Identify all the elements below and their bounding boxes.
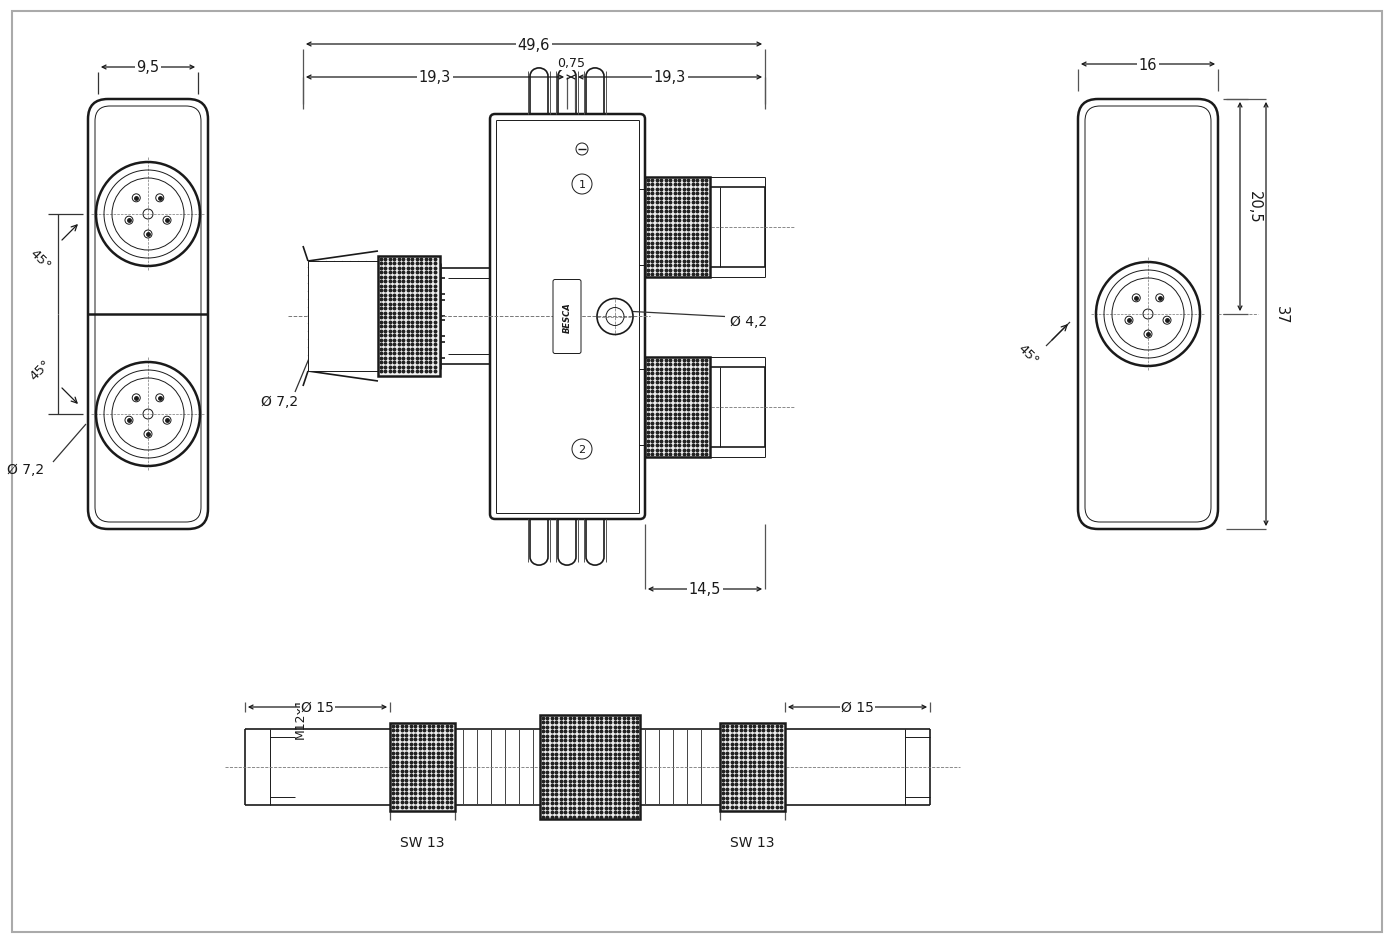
Text: BESCA: BESCA bbox=[563, 302, 572, 332]
FancyBboxPatch shape bbox=[88, 100, 208, 530]
Bar bbox=[645, 358, 710, 458]
Text: 0,75: 0,75 bbox=[558, 57, 585, 70]
Text: Ø 15: Ø 15 bbox=[841, 700, 874, 715]
Text: 20,5: 20,5 bbox=[1248, 191, 1262, 224]
FancyBboxPatch shape bbox=[491, 115, 645, 519]
Bar bbox=[539, 716, 640, 819]
Bar bbox=[308, 261, 381, 372]
Text: 37: 37 bbox=[1274, 306, 1289, 324]
Text: Ø 4,2: Ø 4,2 bbox=[730, 315, 767, 329]
Text: SW 13: SW 13 bbox=[400, 835, 445, 849]
Text: 45°: 45° bbox=[26, 246, 53, 273]
Text: Ø 7,2: Ø 7,2 bbox=[262, 395, 298, 409]
Text: 45°: 45° bbox=[1015, 342, 1041, 367]
Text: 19,3: 19,3 bbox=[418, 71, 452, 85]
Text: 16: 16 bbox=[1139, 58, 1157, 73]
Text: 45°: 45° bbox=[26, 357, 53, 382]
Text: 9,5: 9,5 bbox=[137, 60, 159, 76]
Bar bbox=[378, 257, 441, 377]
Text: SW 13: SW 13 bbox=[730, 835, 775, 849]
Text: Ø 7,2: Ø 7,2 bbox=[7, 463, 45, 477]
Text: 2: 2 bbox=[579, 445, 585, 454]
Text: M12x1: M12x1 bbox=[294, 697, 307, 738]
Text: 19,3: 19,3 bbox=[654, 71, 686, 85]
Bar bbox=[645, 177, 710, 278]
Text: 14,5: 14,5 bbox=[689, 582, 721, 597]
FancyBboxPatch shape bbox=[553, 280, 581, 354]
Bar bbox=[719, 723, 785, 811]
Bar bbox=[390, 723, 454, 811]
Text: Ø 15: Ø 15 bbox=[301, 700, 335, 715]
Text: 49,6: 49,6 bbox=[517, 38, 551, 53]
Text: 1: 1 bbox=[579, 179, 585, 190]
FancyBboxPatch shape bbox=[1078, 100, 1218, 530]
